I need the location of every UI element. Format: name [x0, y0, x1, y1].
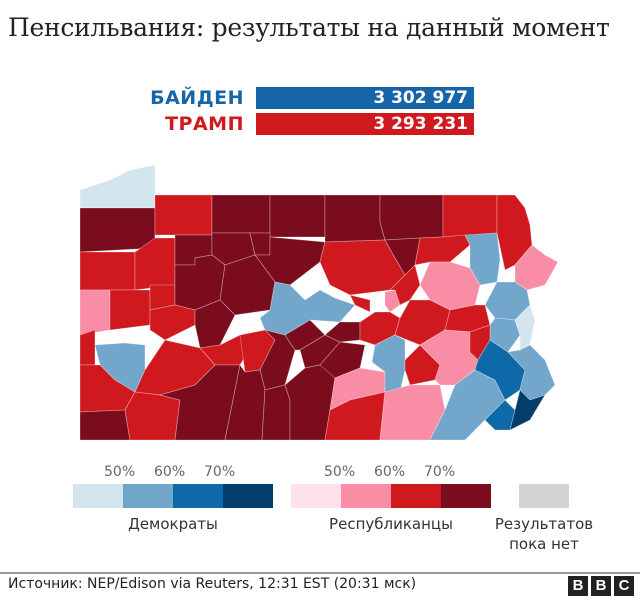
dem-legend-label: Демократы	[128, 515, 218, 533]
rep-legend-label: Республиканцы	[329, 515, 453, 533]
county-warren	[154, 194, 213, 236]
county-lackawanna	[464, 232, 501, 286]
bbc-logo: B B C	[568, 576, 634, 596]
no-results-line2: пока нет	[509, 535, 579, 553]
county-philadelphia	[509, 389, 546, 431]
candidate-row-biden: БАЙДЕН 3 302 977	[132, 86, 474, 110]
no-results-label: Результатов пока нет	[484, 514, 604, 554]
county-armstrong	[149, 304, 196, 341]
rep-legend-swatches	[291, 484, 491, 508]
dem-legend-swatches	[73, 484, 273, 508]
source-note: Источник: NEP/Edison via Reuters, 12:31 …	[8, 576, 417, 592]
pennsylvania-county-map	[79, 164, 559, 441]
candidate-name: БАЙДЕН	[150, 87, 244, 109]
candidate-name: ТРАМП	[165, 113, 244, 135]
county-erie	[79, 164, 156, 209]
tick: 70%	[424, 464, 456, 480]
county-montour	[384, 289, 401, 313]
county-mckean	[211, 194, 271, 234]
page-title: Пенсильвания: результаты на данный момен…	[8, 13, 610, 42]
county-fayette	[124, 391, 181, 441]
county-susquehanna	[442, 194, 498, 238]
tick: 70%	[204, 464, 236, 480]
county-potter	[269, 194, 326, 238]
tick: 50%	[324, 464, 356, 480]
logo-letter: B	[591, 576, 611, 596]
county-tioga	[324, 194, 386, 243]
county-wyoming	[414, 234, 471, 266]
county-beaver	[79, 329, 96, 366]
county-butler	[109, 289, 151, 331]
candidate-row-trump: ТРАМП 3 293 231	[132, 112, 474, 136]
tick: 50%	[104, 464, 136, 480]
vote-bar: 3 302 977	[256, 87, 474, 109]
county-lawrence	[79, 289, 111, 336]
no-results-swatch	[519, 484, 569, 508]
swatch-d4	[223, 484, 273, 508]
tick: 60%	[154, 464, 186, 480]
tick: 60%	[374, 464, 406, 480]
swatch-r1	[291, 484, 341, 508]
swatch-d3	[173, 484, 223, 508]
county-columbia	[389, 264, 421, 306]
county-union	[349, 294, 371, 313]
swatch-none	[519, 484, 569, 508]
county-greene	[79, 409, 131, 441]
logo-letter: C	[614, 576, 634, 596]
swatch-r4	[441, 484, 491, 508]
county-bucks	[507, 344, 556, 401]
county-fulton	[261, 384, 291, 441]
vote-bar: 3 293 231	[256, 113, 474, 135]
swatch-d2	[123, 484, 173, 508]
footer-divider	[0, 572, 640, 574]
county-bradford	[379, 194, 444, 241]
logo-letter: B	[568, 576, 588, 596]
no-results-line1: Результатов	[494, 515, 594, 533]
swatch-r3	[391, 484, 441, 508]
swatch-r2	[341, 484, 391, 508]
county-mercer	[79, 251, 136, 291]
swatch-d1	[73, 484, 123, 508]
vote-totals: БАЙДЕН 3 302 977 ТРАМП 3 293 231	[132, 86, 474, 138]
